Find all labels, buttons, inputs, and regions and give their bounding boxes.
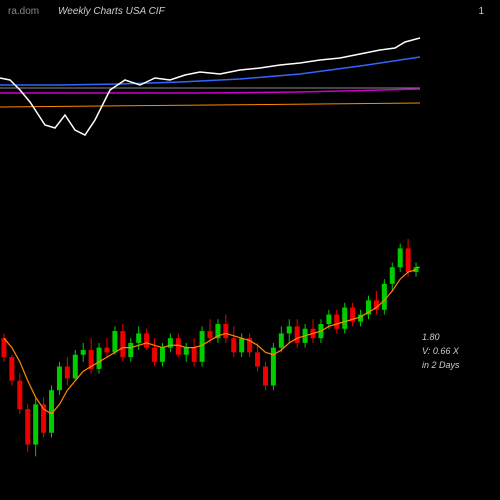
indicator-svg <box>0 30 420 170</box>
candlestick-svg <box>0 220 420 480</box>
chart-title: Weekly Charts USA CIF <box>58 6 165 17</box>
volume-value: V: 0.66 X <box>422 344 492 358</box>
price-panel <box>0 220 420 480</box>
site-label: ra.dom <box>8 6 39 17</box>
indicator-panel <box>0 30 420 170</box>
info-box: 1.80 V: 0.66 X in 2 Days <box>422 330 492 372</box>
header: ra.dom Weekly Charts USA CIF 1 <box>0 6 500 26</box>
timing-value: in 2 Days <box>422 358 492 372</box>
page-number: 1 <box>478 6 484 17</box>
price-value: 1.80 <box>422 330 492 344</box>
chart-container: ra.dom Weekly Charts USA CIF 1 1.80 V: 0… <box>0 0 500 500</box>
